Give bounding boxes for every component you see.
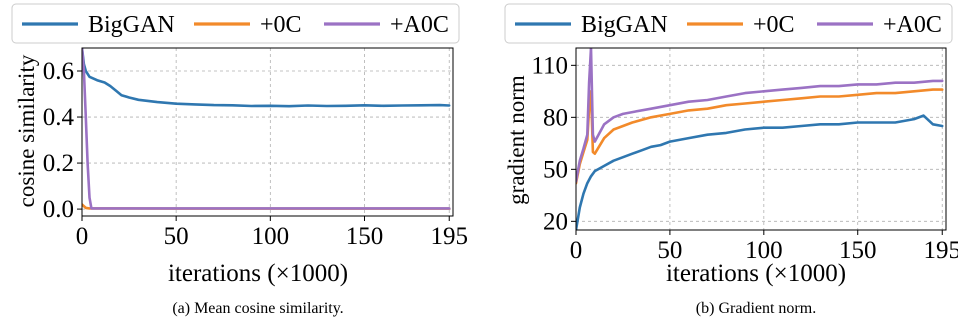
x-axis-label: iterations (×1000) [666,260,846,287]
series-group [576,48,944,230]
series-line-0c [576,88,944,185]
series-group [82,48,451,210]
x-tick-label: 50 [164,223,189,250]
y-tick-label: 0.6 [43,58,74,85]
x-tick-label: 150 [839,237,877,264]
chart-panel-cosine: 0 50 100 150 195 0.0 0.2 0.4 0.6 iterations (×100… [11,3,468,317]
y-tick-label: 0.4 [43,104,75,131]
series-line-biggan [82,48,451,108]
chart-panel-gradnorm: 0 50 100 150 195 20 50 80 110 iterations (×1000) g… [504,3,958,317]
x-tick-label: 50 [657,237,682,264]
x-tick-label: 0 [570,237,583,264]
x-tick-label: 0 [76,223,89,250]
x-tick-label: 195 [430,223,468,250]
series-line-a0c [82,48,451,210]
x-tick-label: 100 [745,237,783,264]
figure-caption: (b) Gradient norm. [696,300,816,317]
y-tick-label: 20 [543,208,568,235]
y-tick-label: 0.2 [43,150,74,177]
y-tick-label: 110 [531,52,568,79]
y-tick-label: 0.0 [43,196,74,223]
x-tick-label: 150 [346,223,384,250]
plot-frame [81,47,454,217]
legend-label-biggan: BigGAN [88,12,175,38]
legend: BigGAN +0C +A0C [504,3,953,44]
y-tick-label: 50 [543,156,568,183]
x-tick-label: 100 [252,223,290,250]
series-line-biggan [576,114,944,230]
legend: BigGAN +0C +A0C [11,3,460,44]
legend-label-a0c: +A0C [883,12,942,38]
y-axis-label: gradient norm [504,75,529,205]
x-tick-label: 195 [923,237,958,264]
figure-caption: (a) Mean cosine similarity. [172,300,343,317]
x-axis-label: iterations (×1000) [168,260,348,287]
plot-frame [575,47,947,231]
legend-label-a0c: +A0C [390,12,449,38]
legend-label-0c: +0C [260,12,302,38]
legend-label-biggan: BigGAN [581,12,668,38]
series-line-a0c [576,48,944,183]
y-tick-label: 80 [543,104,568,131]
y-axis-label: cosine similarity [14,54,39,207]
legend-label-0c: +0C [753,12,795,38]
